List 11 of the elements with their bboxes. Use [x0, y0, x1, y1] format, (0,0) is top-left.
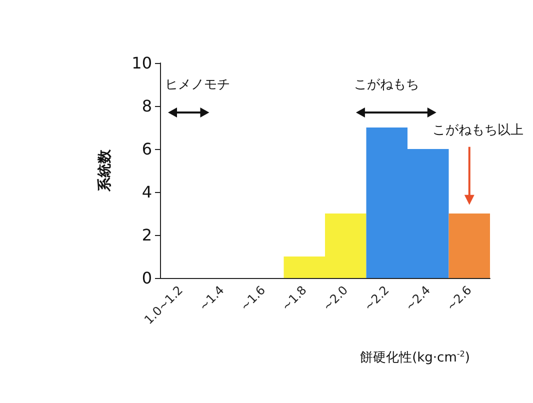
- annotation: ヒメノモチ: [165, 78, 230, 93]
- y-tick-label: 0: [142, 268, 152, 288]
- bar: [448, 214, 490, 278]
- y-tick-label: 6: [142, 140, 152, 158]
- y-tick-label: 8: [142, 96, 152, 116]
- annotation: こがねもち以上: [432, 122, 524, 138]
- annotation: こがねもち: [354, 78, 419, 93]
- y-axis-title: 系統数: [97, 148, 113, 192]
- y-tick-label: 2: [142, 226, 152, 244]
- y-tick-label: 4: [142, 182, 152, 202]
- y-tick-label: 10: [132, 54, 152, 72]
